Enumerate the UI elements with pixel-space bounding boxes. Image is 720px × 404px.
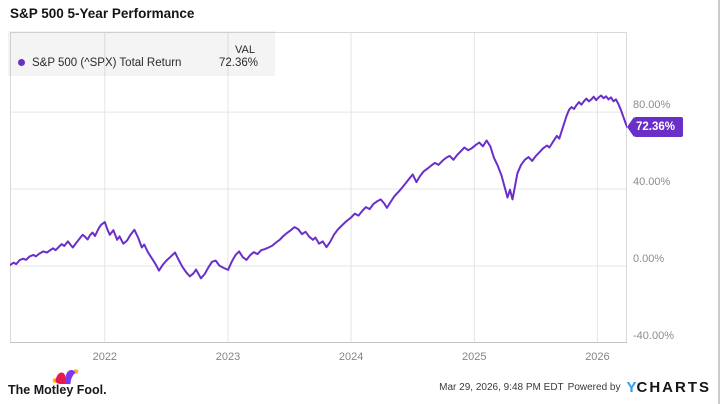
- motley-fool-brand: The Motley Fool.: [8, 383, 107, 397]
- val-header: VAL: [235, 44, 255, 56]
- right-edge-border: [718, 0, 720, 404]
- y-axis-label: 40.00%: [633, 176, 671, 189]
- ycharts-logo: YCHARTS: [626, 380, 711, 395]
- val-value: 72.36%: [218, 57, 258, 69]
- value-tag-label: 72.36%: [634, 116, 684, 137]
- jester-cap-icon: [52, 369, 79, 384]
- x-axis-label: 2025: [462, 351, 487, 363]
- y-axis-label: 80.00%: [633, 99, 671, 112]
- value-tag: 72.36%: [627, 116, 684, 137]
- ycharts-y-icon: Y: [626, 379, 637, 396]
- ycharts-wordmark: CHARTS: [636, 379, 711, 396]
- y-axis-label: 0.00%: [633, 253, 665, 266]
- x-axis-label: 2023: [215, 351, 241, 363]
- sp500-line: [10, 94, 627, 280]
- legend-series-row: S&P 500 (^SPX) Total Return: [8, 31, 211, 76]
- plot-border: [10, 32, 627, 343]
- plot-area[interactable]: [10, 32, 627, 343]
- series-bullet-icon: [18, 59, 25, 66]
- legend-val-column: VAL 72.36%: [211, 31, 275, 76]
- footer-attribution: Mar 29, 2026, 9:48 PM EDT Powered by YCH…: [439, 380, 711, 395]
- legend-series-label: S&P 500 (^SPX) Total Return: [32, 57, 182, 69]
- value-tag-arrow-icon: [627, 116, 634, 137]
- powered-by-label: Powered by: [567, 382, 621, 393]
- page-title: S&P 500 5-Year Performance: [10, 6, 195, 21]
- footer-timestamp: Mar 29, 2026, 9:48 PM EDT: [439, 382, 564, 393]
- legend: S&P 500 (^SPX) Total Return VAL 72.36%: [8, 31, 275, 76]
- y-axis-label: -40.00%: [633, 330, 674, 342]
- x-axis-label: 2022: [92, 351, 118, 363]
- x-axis-label: 2026: [585, 351, 610, 363]
- sp500-chart: [10, 32, 627, 343]
- x-axis-label: 2024: [338, 351, 364, 363]
